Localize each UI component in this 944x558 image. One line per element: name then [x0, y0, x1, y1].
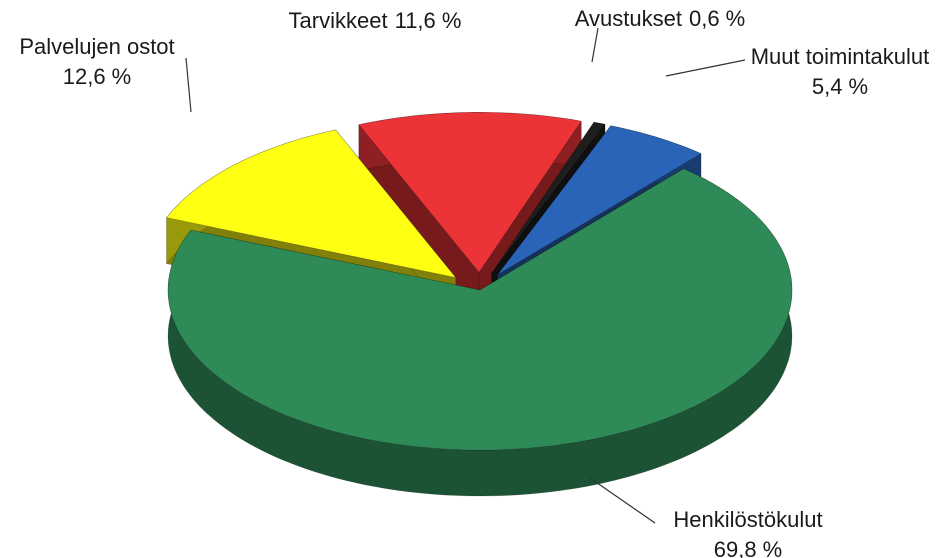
leader-line: [591, 27, 599, 63]
slice-label: Palvelujen ostot: [19, 34, 174, 59]
slice-label-group: Tarvikkeet 11,6 %: [289, 8, 462, 33]
slice-label: Henkilöstökulut: [673, 507, 822, 532]
slice-value-label: 69,8 %: [714, 537, 783, 558]
slice-value-label: 5,4 %: [812, 74, 868, 99]
slice: [167, 168, 793, 497]
slice-top: [358, 111, 582, 273]
slice-top: [491, 121, 606, 274]
leader-line: [185, 57, 192, 113]
slice-value-label: 11,6 %: [395, 8, 462, 33]
slice-top: [497, 125, 702, 276]
slice-label-group: Avustukset 0,6 %: [575, 6, 745, 31]
slice-label: Muut toimintakulut: [751, 44, 930, 69]
slice-top: [165, 129, 457, 279]
slice-value-label: 0,6 %: [689, 6, 745, 31]
slice-label: Avustukset: [575, 6, 682, 31]
leader-line: [665, 59, 746, 77]
leader-line: [589, 477, 656, 524]
slice-value-label: 12,6 %: [63, 64, 132, 89]
slice-label: Tarvikkeet: [289, 8, 388, 33]
slice-top: [167, 168, 793, 451]
